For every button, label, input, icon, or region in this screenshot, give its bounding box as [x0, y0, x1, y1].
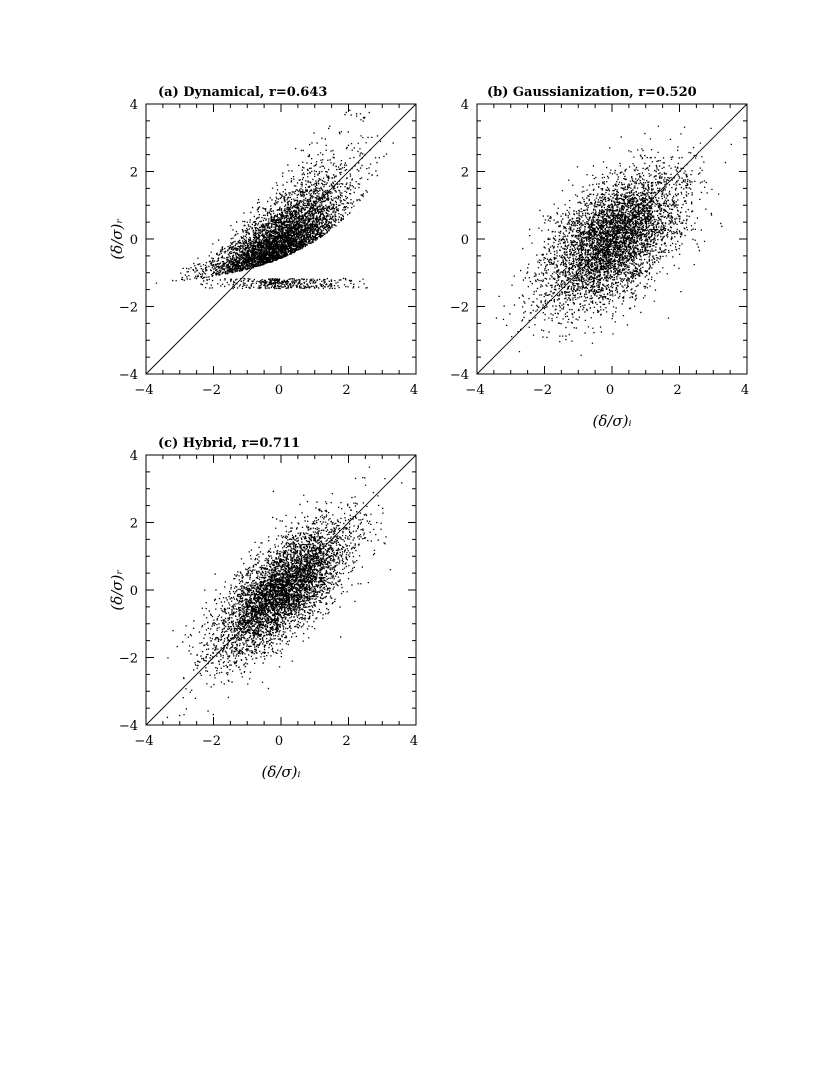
- x-tick-label: 4: [410, 383, 418, 398]
- y-tick-label: −4: [450, 368, 469, 383]
- panel-c-y-axis-label: (δ/σ)ᵣ: [108, 569, 126, 610]
- y-tick-label: −2: [119, 652, 138, 667]
- y-tick-label: 2: [130, 166, 138, 181]
- panel-c-title: (c) Hybrid, r=0.711: [158, 436, 300, 451]
- panel-c-points: [166, 466, 403, 719]
- y-tick-label: 4: [130, 98, 138, 113]
- panel-a-y-tick-labels: −4 −2 0 2 4: [119, 98, 138, 383]
- x-tick-label: −2: [202, 383, 221, 398]
- panel-c-y-tick-labels: −4 −2 0 2 4: [119, 449, 138, 734]
- x-tick-label: −4: [134, 734, 153, 749]
- y-tick-label: 4: [130, 449, 138, 464]
- x-tick-label: 2: [673, 383, 681, 398]
- y-tick-label: 0: [130, 584, 138, 599]
- y-tick-label: 2: [130, 517, 138, 532]
- panel-c: (c) Hybrid, r=0.711 −4 −2 0 2 4 −4 −2 0 …: [108, 436, 418, 781]
- panel-a-x-tick-labels: −4 −2 0 2 4: [134, 383, 418, 398]
- panel-a-y-axis-label: (δ/σ)ᵣ: [108, 218, 126, 259]
- panel-c-x-axis-label: (δ/σ)ᵢ: [261, 763, 300, 781]
- panel-a-title: (a) Dynamical, r=0.643: [158, 85, 327, 100]
- y-tick-label: −2: [450, 301, 469, 316]
- panel-b: (b) Gaussianization, r=0.520 −4 −2 0 2 4…: [450, 85, 749, 430]
- y-tick-label: 0: [461, 233, 469, 248]
- panel-c-ticks: [145, 454, 417, 726]
- panel-b-y-tick-labels: −4 −2 0 2 4: [450, 98, 469, 383]
- panel-b-points: [495, 125, 732, 356]
- x-tick-label: −2: [533, 383, 552, 398]
- y-tick-label: −2: [119, 301, 138, 316]
- panel-b-title: (b) Gaussianization, r=0.520: [487, 85, 697, 100]
- panel-b-x-tick-labels: −4 −2 0 2 4: [465, 383, 749, 398]
- scatter-points: [495, 125, 732, 356]
- y-tick-label: 0: [130, 233, 138, 248]
- panel-b-ticks: [476, 103, 748, 375]
- panel-a-points: [155, 109, 394, 290]
- x-tick-label: 4: [410, 734, 418, 749]
- y-tick-label: −4: [119, 368, 138, 383]
- x-tick-label: 0: [275, 383, 283, 398]
- panel-a: (a) Dynamical, r=0.643 −4 −2 0 2 4 −4 −2…: [108, 85, 418, 398]
- y-tick-label: −4: [119, 719, 138, 734]
- x-tick-label: 2: [342, 383, 350, 398]
- x-tick-label: 0: [275, 734, 283, 749]
- panel-b-reference-line: [476, 103, 748, 375]
- panel-a-ticks: [145, 103, 417, 375]
- scatter-points: [166, 466, 403, 719]
- y-tick-label: 4: [461, 98, 469, 113]
- x-tick-label: −4: [465, 383, 484, 398]
- x-tick-label: 0: [606, 383, 614, 398]
- panel-b-x-axis-label: (δ/σ)ᵢ: [592, 412, 631, 430]
- y-tick-label: 2: [461, 166, 469, 181]
- scatter-points: [155, 109, 394, 290]
- panel-c-x-tick-labels: −4 −2 0 2 4: [134, 734, 418, 749]
- panel-a-reference-line: [145, 103, 417, 375]
- panel-c-reference-line: [145, 454, 417, 726]
- x-tick-label: −2: [202, 734, 221, 749]
- x-tick-label: 2: [342, 734, 350, 749]
- x-tick-label: −4: [134, 383, 153, 398]
- x-tick-label: 4: [741, 383, 749, 398]
